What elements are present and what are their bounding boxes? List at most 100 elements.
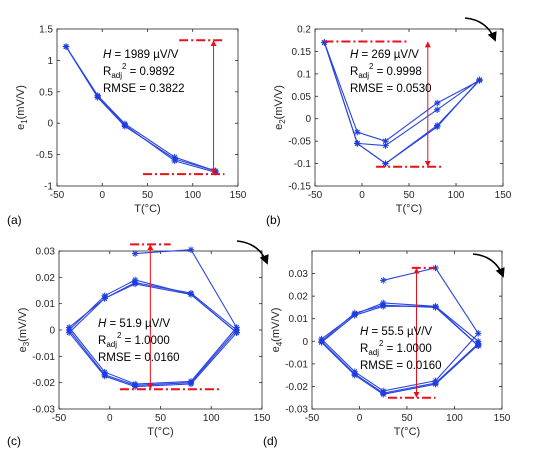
annotation-rmse: RMSE = 0.0160 (98, 352, 180, 364)
data-point (131, 250, 139, 257)
data-point (380, 303, 387, 310)
cycle-direction-arrow (472, 253, 505, 278)
annotation-h: H = 269 µV/V (350, 49, 419, 61)
y-tick-label: -0.01 (32, 352, 55, 363)
x-tick-label: -50 (52, 413, 67, 424)
annotation-h: H = 55.5 µV/V (360, 326, 432, 338)
y-tick-label: -0.05 (288, 137, 311, 148)
data-point (131, 280, 139, 288)
x-tick-label: 50 (155, 413, 167, 424)
y-tick-label: -0.1 (294, 159, 312, 170)
y-axis-label: e2(mV/V) (273, 85, 287, 130)
x-tick-label: 100 (446, 413, 463, 424)
y-tick-label: -0.02 (32, 378, 55, 389)
annotation-radj: Radj2 = 1.0000 (360, 339, 432, 357)
series-line (68, 279, 238, 386)
data-point (475, 342, 482, 349)
x-tick-label: 0 (359, 190, 365, 201)
y-axis-label: e1(mV/V) (15, 85, 29, 130)
panel-a: -50 0 50 100 150 -1 -0.5 0 0.5 1 1.5 T(°C) e1(mV/V) H… (7, 25, 247, 228)
data-point (434, 99, 441, 107)
data-point (131, 383, 139, 390)
x-tick-label: 0 (107, 413, 113, 424)
data-point (101, 372, 108, 380)
data-point (382, 160, 389, 167)
y-tick-label: -0.03 (285, 405, 308, 416)
annotation-rmse: RMSE = 0.0160 (360, 360, 442, 372)
x-tick-label: 0 (357, 413, 363, 424)
data-point (434, 106, 441, 113)
panel-label: (c) (7, 434, 21, 448)
data-point (432, 303, 439, 310)
data-point (351, 312, 358, 319)
data-point (187, 246, 195, 253)
data-point (94, 92, 101, 100)
data-point (475, 330, 482, 337)
y-tick-label: -0.5 (36, 150, 54, 161)
data-point (476, 76, 483, 83)
y-tick-label: 0.01 (289, 314, 309, 325)
x-tick-label: 100 (203, 413, 220, 424)
x-tick-label: 150 (230, 190, 247, 201)
y-tick-label: 0.02 (289, 292, 309, 303)
y-tick-label: 1 (47, 56, 53, 67)
data-point (101, 295, 108, 302)
panel-b: -50 0 50 100 150 -0.15 -0.1 -0.05 0 0.05 0.1 0.15 0.… (266, 17, 512, 227)
data-point (62, 43, 70, 50)
y-tick-label: -1 (44, 182, 53, 193)
x-tick-label: 100 (184, 190, 201, 201)
y-tick-label: -0.02 (285, 382, 308, 393)
y-tick-label: -0.15 (288, 182, 311, 193)
data-point (233, 329, 240, 336)
data-point (318, 339, 325, 346)
data-point (354, 140, 361, 147)
data-point (171, 157, 178, 165)
x-axis-label: T(°C) (147, 426, 173, 438)
x-tick-label: 150 (254, 413, 271, 424)
y-tick-label: 0.1 (297, 69, 311, 80)
cycle-direction-arrow (464, 17, 497, 42)
data-point (65, 329, 73, 336)
y-tick-label: 0.15 (292, 47, 312, 58)
x-tick-label: 100 (448, 190, 465, 201)
annotation-radj: Radj2 = 1.0000 (98, 331, 170, 349)
x-tick-label: 50 (403, 190, 415, 201)
data-point (382, 142, 389, 149)
x-tick-label: 150 (494, 413, 511, 424)
x-tick-label: 0 (99, 190, 105, 201)
data-point (187, 380, 195, 388)
annotation-h: H = 51.9 µV/V (98, 318, 170, 330)
x-tick-label: -50 (305, 413, 320, 424)
y-tick-label: -0.01 (285, 359, 308, 370)
panel-label: (b) (266, 213, 281, 227)
y-axis-label: e3(mV/V) (17, 308, 31, 353)
data-point (354, 128, 361, 136)
panel-d: -50 0 50 100 150 -0.03 -0.02 -0.01 0 0.01 0.02 0.03… (263, 250, 511, 448)
annotation-radj: Radj2 = 0.9998 (350, 62, 422, 80)
y-tick-label: 0.01 (36, 299, 56, 310)
panel-c: -50 0 50 100 150 -0.03 -0.02 -0.01 0 0.01 0.02 0.03… (7, 240, 271, 448)
annotation-rmse: RMSE = 0.3822 (103, 83, 185, 95)
data-point (351, 371, 358, 379)
y-tick-label: 0 (49, 326, 55, 337)
x-axis-label: T(°C) (396, 203, 422, 215)
panel-label: (a) (7, 213, 22, 227)
y-axis-label: e4(mV/V) (270, 308, 284, 353)
data-point (121, 121, 129, 129)
y-tick-label: 1.5 (39, 25, 53, 36)
annotation-rmse: RMSE = 0.0530 (350, 83, 432, 95)
annotation-h: H = 1989 µV/V (103, 49, 179, 61)
panel-label: (d) (263, 434, 278, 448)
data-point (380, 277, 387, 284)
y-tick-label: 0.2 (297, 25, 311, 36)
x-tick-label: -50 (50, 190, 65, 201)
y-tick-label: -0.03 (32, 405, 55, 416)
y-tick-label: 0.5 (39, 87, 53, 98)
y-tick-label: 0.02 (36, 273, 56, 284)
annotation-radj: Radj2 = 0.9892 (103, 62, 175, 80)
